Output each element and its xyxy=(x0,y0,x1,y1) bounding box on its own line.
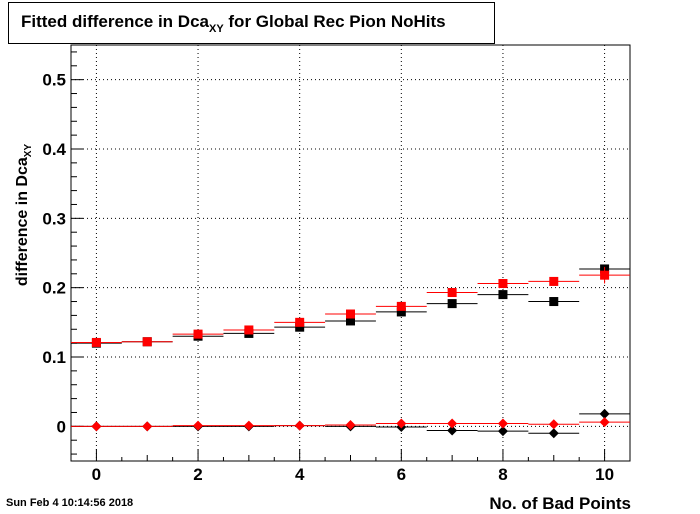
data-point xyxy=(91,337,101,347)
series-3 xyxy=(71,417,630,432)
data-point xyxy=(549,297,559,307)
tick-labels: 0 2 4 6 8 10 0 0.1 0.2 0.3 0.4 0.5 xyxy=(42,71,614,484)
data-point xyxy=(294,420,305,431)
data-point xyxy=(497,426,508,437)
data-point xyxy=(548,428,559,439)
data-point xyxy=(345,419,356,430)
x-tick-label: 0 xyxy=(92,465,101,484)
data-point xyxy=(142,337,152,347)
data-point xyxy=(447,425,458,436)
data-point xyxy=(599,417,610,428)
data-point xyxy=(193,420,204,431)
data-point xyxy=(142,421,153,432)
data-point xyxy=(548,419,559,430)
data-point xyxy=(243,420,254,431)
y-tick-label: 0.1 xyxy=(42,348,66,367)
title-box: Fitted difference in DcaXY for Global Re… xyxy=(8,2,495,44)
data-point xyxy=(396,307,406,317)
data-point xyxy=(346,316,355,326)
y-axis-label: difference in DcaXY xyxy=(14,143,34,287)
data-point xyxy=(396,301,406,311)
data-point xyxy=(599,408,610,419)
data-point xyxy=(396,418,407,429)
grid xyxy=(71,45,630,461)
data-point xyxy=(447,299,457,309)
x-axis-label: No. of Bad Points xyxy=(489,494,631,513)
x-tick-label: 4 xyxy=(295,465,305,484)
data-point xyxy=(447,288,457,298)
data-point xyxy=(600,270,610,280)
data-point xyxy=(447,418,458,429)
data-point xyxy=(498,290,508,300)
series-0 xyxy=(71,264,630,348)
data-point xyxy=(193,329,203,339)
data-point xyxy=(549,276,559,286)
series-1 xyxy=(71,266,630,347)
plot-frame xyxy=(70,44,631,462)
data-point xyxy=(346,309,355,319)
y-tick-label: 0.4 xyxy=(42,140,66,159)
data-point xyxy=(295,322,305,332)
chart-title: Fitted difference in DcaXY for Global Re… xyxy=(21,12,446,35)
data-point xyxy=(498,279,508,289)
y-tick-label: 0 xyxy=(57,417,66,436)
data-point xyxy=(244,325,254,335)
data-point xyxy=(497,418,508,429)
x-tick-label: 8 xyxy=(498,465,507,484)
axes xyxy=(70,44,631,462)
timestamp: Sun Feb 4 10:14:56 2018 xyxy=(6,497,134,509)
y-tick-label: 0.5 xyxy=(42,71,66,90)
data-point xyxy=(295,317,305,327)
data-marks xyxy=(71,264,630,439)
x-tick-label: 6 xyxy=(397,465,406,484)
x-tick-label: 10 xyxy=(595,465,614,484)
y-tick-label: 0.2 xyxy=(42,279,66,298)
data-point xyxy=(91,421,102,432)
y-tick-label: 0.3 xyxy=(42,209,66,228)
x-tick-label: 2 xyxy=(193,465,202,484)
